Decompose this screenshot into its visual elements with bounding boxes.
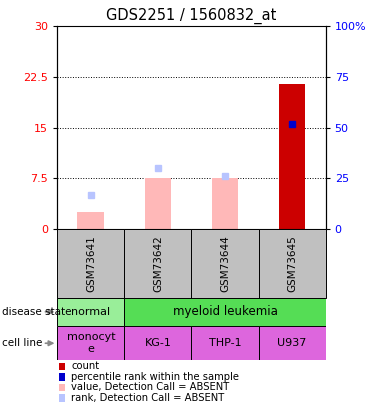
Bar — [124, 229, 192, 298]
Text: count: count — [71, 361, 99, 371]
Text: GSM73645: GSM73645 — [287, 235, 297, 292]
Text: GSM73641: GSM73641 — [86, 235, 96, 292]
Bar — [212, 178, 238, 229]
Bar — [124, 298, 326, 326]
Bar — [192, 229, 259, 298]
Bar — [279, 84, 306, 229]
Bar — [192, 326, 259, 360]
Bar — [57, 229, 124, 298]
Bar — [57, 298, 124, 326]
Title: GDS2251 / 1560832_at: GDS2251 / 1560832_at — [106, 7, 277, 23]
Bar — [77, 212, 104, 229]
Bar — [259, 229, 326, 298]
Bar — [145, 178, 171, 229]
Bar — [259, 326, 326, 360]
Text: cell line: cell line — [2, 338, 42, 348]
Bar — [57, 326, 124, 360]
Text: percentile rank within the sample: percentile rank within the sample — [71, 372, 239, 382]
Bar — [124, 326, 192, 360]
Text: U937: U937 — [278, 338, 307, 348]
Text: monocyt
e: monocyt e — [67, 333, 115, 354]
Text: GSM73644: GSM73644 — [220, 235, 230, 292]
Text: disease state: disease state — [2, 307, 71, 317]
Text: value, Detection Call = ABSENT: value, Detection Call = ABSENT — [71, 382, 229, 392]
Text: normal: normal — [71, 307, 110, 317]
Text: THP-1: THP-1 — [209, 338, 241, 348]
Text: KG-1: KG-1 — [145, 338, 171, 348]
Text: rank, Detection Call = ABSENT: rank, Detection Call = ABSENT — [71, 393, 224, 403]
Text: GSM73642: GSM73642 — [153, 235, 163, 292]
Text: myeloid leukemia: myeloid leukemia — [172, 305, 278, 318]
